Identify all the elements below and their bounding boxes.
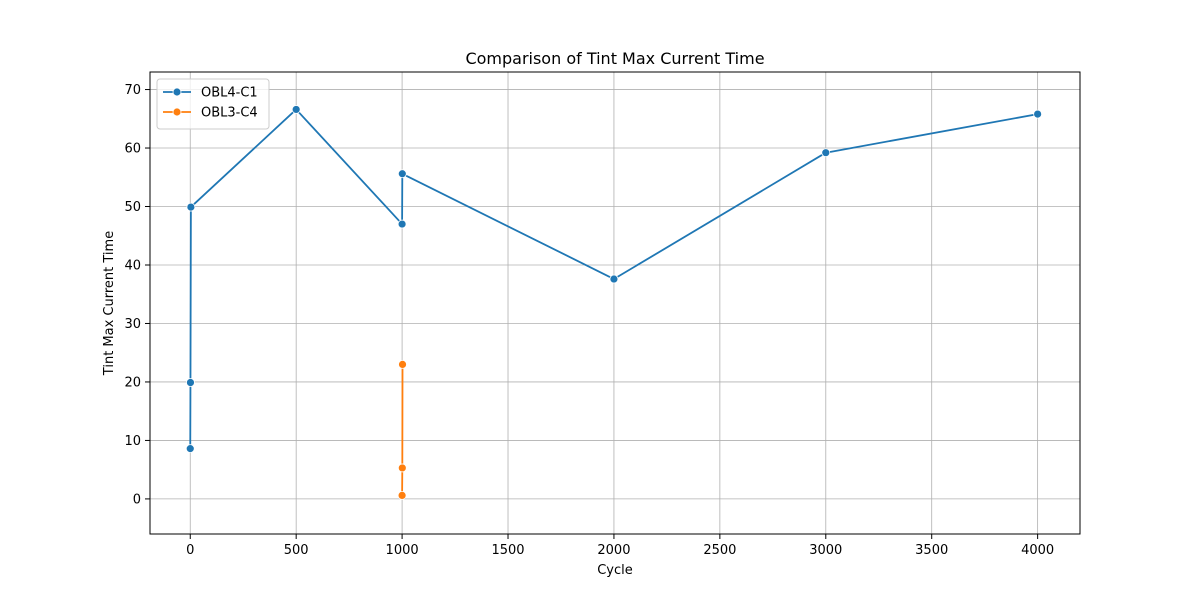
x-tick-label: 4000 [1021, 543, 1054, 558]
legend-item: OBL3-C4 [163, 106, 258, 121]
y-tick-label: 10 [124, 434, 141, 449]
data-point [398, 360, 407, 369]
y-axis-label: Tint Max Current Time [102, 231, 117, 376]
grid-layer [150, 72, 1080, 534]
data-point [185, 444, 195, 454]
data-point [186, 378, 195, 387]
y-tick-label: 20 [124, 375, 141, 390]
chart-title: Comparison of Tint Max Current Time [465, 49, 764, 68]
legend-item: OBL4-C1 [163, 86, 258, 101]
legend-label: OBL3-C4 [201, 106, 258, 121]
x-tick-label: 1500 [491, 543, 524, 558]
data-point [821, 148, 831, 158]
tick-layer: 0 500 1000 1500 2000 2500 3000 3500 4000 0 10 20 30 4… [124, 83, 1054, 558]
x-tick-label: 1000 [386, 543, 419, 558]
x-tick-label: 3500 [915, 543, 948, 558]
data-point [397, 219, 407, 229]
y-tick-label: 0 [133, 492, 141, 507]
data-point [609, 274, 619, 284]
x-tick-label: 3000 [809, 543, 842, 558]
y-tick-label: 60 [124, 142, 141, 157]
data-point [1033, 109, 1043, 119]
legend-label: OBL4-C1 [201, 86, 258, 101]
legend: OBL4-C1 OBL3-C4 [156, 78, 270, 130]
data-point [186, 202, 196, 212]
x-tick-label: 0 [186, 543, 194, 558]
plot-frame [149, 71, 1081, 535]
data-point [397, 491, 407, 500]
y-tick-label: 30 [124, 317, 141, 332]
series-obl4-c1 [185, 105, 1043, 454]
x-tick-label: 2500 [703, 543, 736, 558]
legend-marker [172, 87, 182, 97]
y-tick-label: 50 [124, 200, 141, 215]
x-tick-label: 500 [284, 543, 309, 558]
data-point [291, 105, 301, 114]
series-obl3-c4 [397, 360, 407, 500]
legend-marker [172, 107, 182, 117]
data-point [397, 463, 407, 473]
y-tick-label: 40 [124, 258, 141, 273]
data-point [397, 169, 407, 179]
x-axis-label: Cycle [597, 563, 633, 578]
x-tick-label: 2000 [597, 543, 630, 558]
series-layer [185, 105, 1043, 500]
y-tick-label: 70 [124, 83, 141, 98]
